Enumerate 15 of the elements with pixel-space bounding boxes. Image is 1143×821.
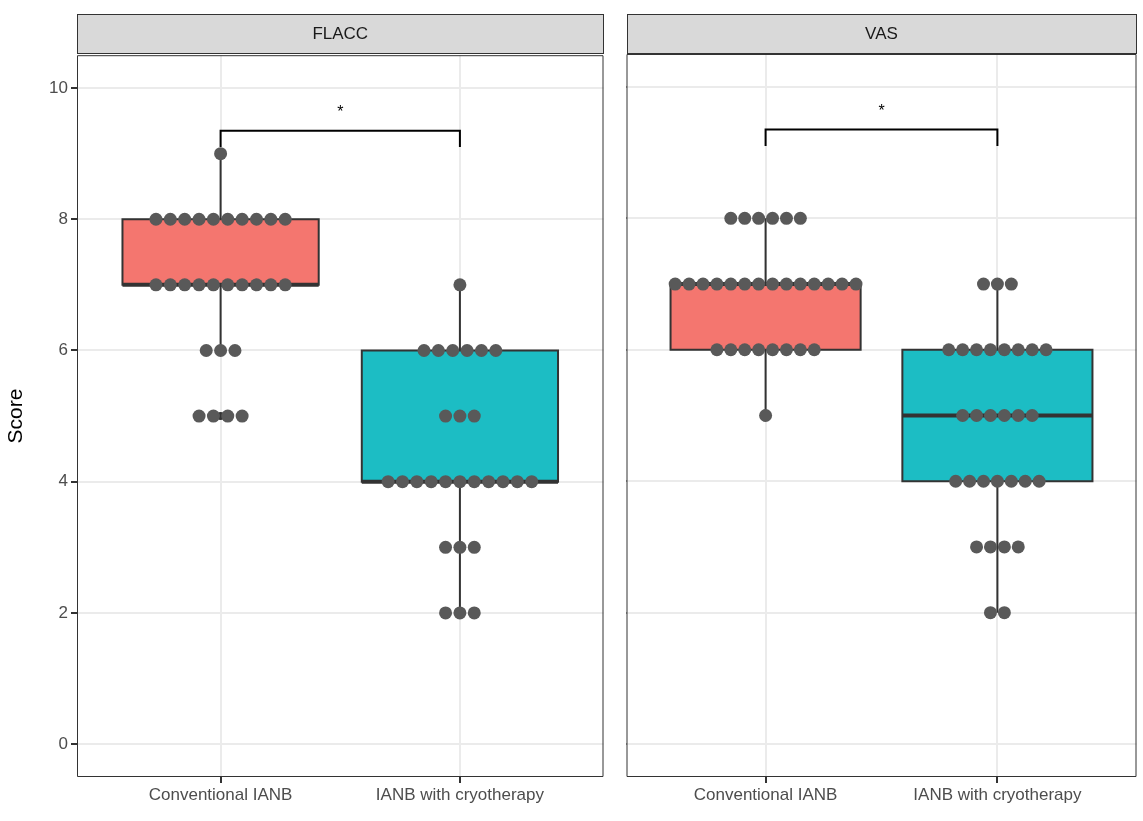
- chart-title: VAS: [626, 14, 1137, 54]
- y-tick-label: 4: [58, 471, 68, 491]
- y-tick-label: 8: [58, 208, 68, 228]
- x-tick-label: Conventional IANB: [148, 784, 293, 804]
- y-axis-title: Score: [3, 388, 27, 444]
- chart-title: FLACC: [77, 14, 604, 54]
- x-tick-label: IANB with cryotherapy: [913, 784, 1082, 804]
- x-tick-label: IANB with cryotherapy: [375, 784, 545, 804]
- y-tick-label: 10: [49, 77, 68, 97]
- y-tick-label: 2: [58, 602, 68, 622]
- annotation: *: [337, 103, 344, 121]
- y-tick-label: 6: [58, 340, 68, 360]
- y-tick-label: 0: [58, 733, 68, 753]
- x-tick-label: Conventional IANB: [693, 784, 838, 804]
- annotation: *: [878, 101, 885, 119]
